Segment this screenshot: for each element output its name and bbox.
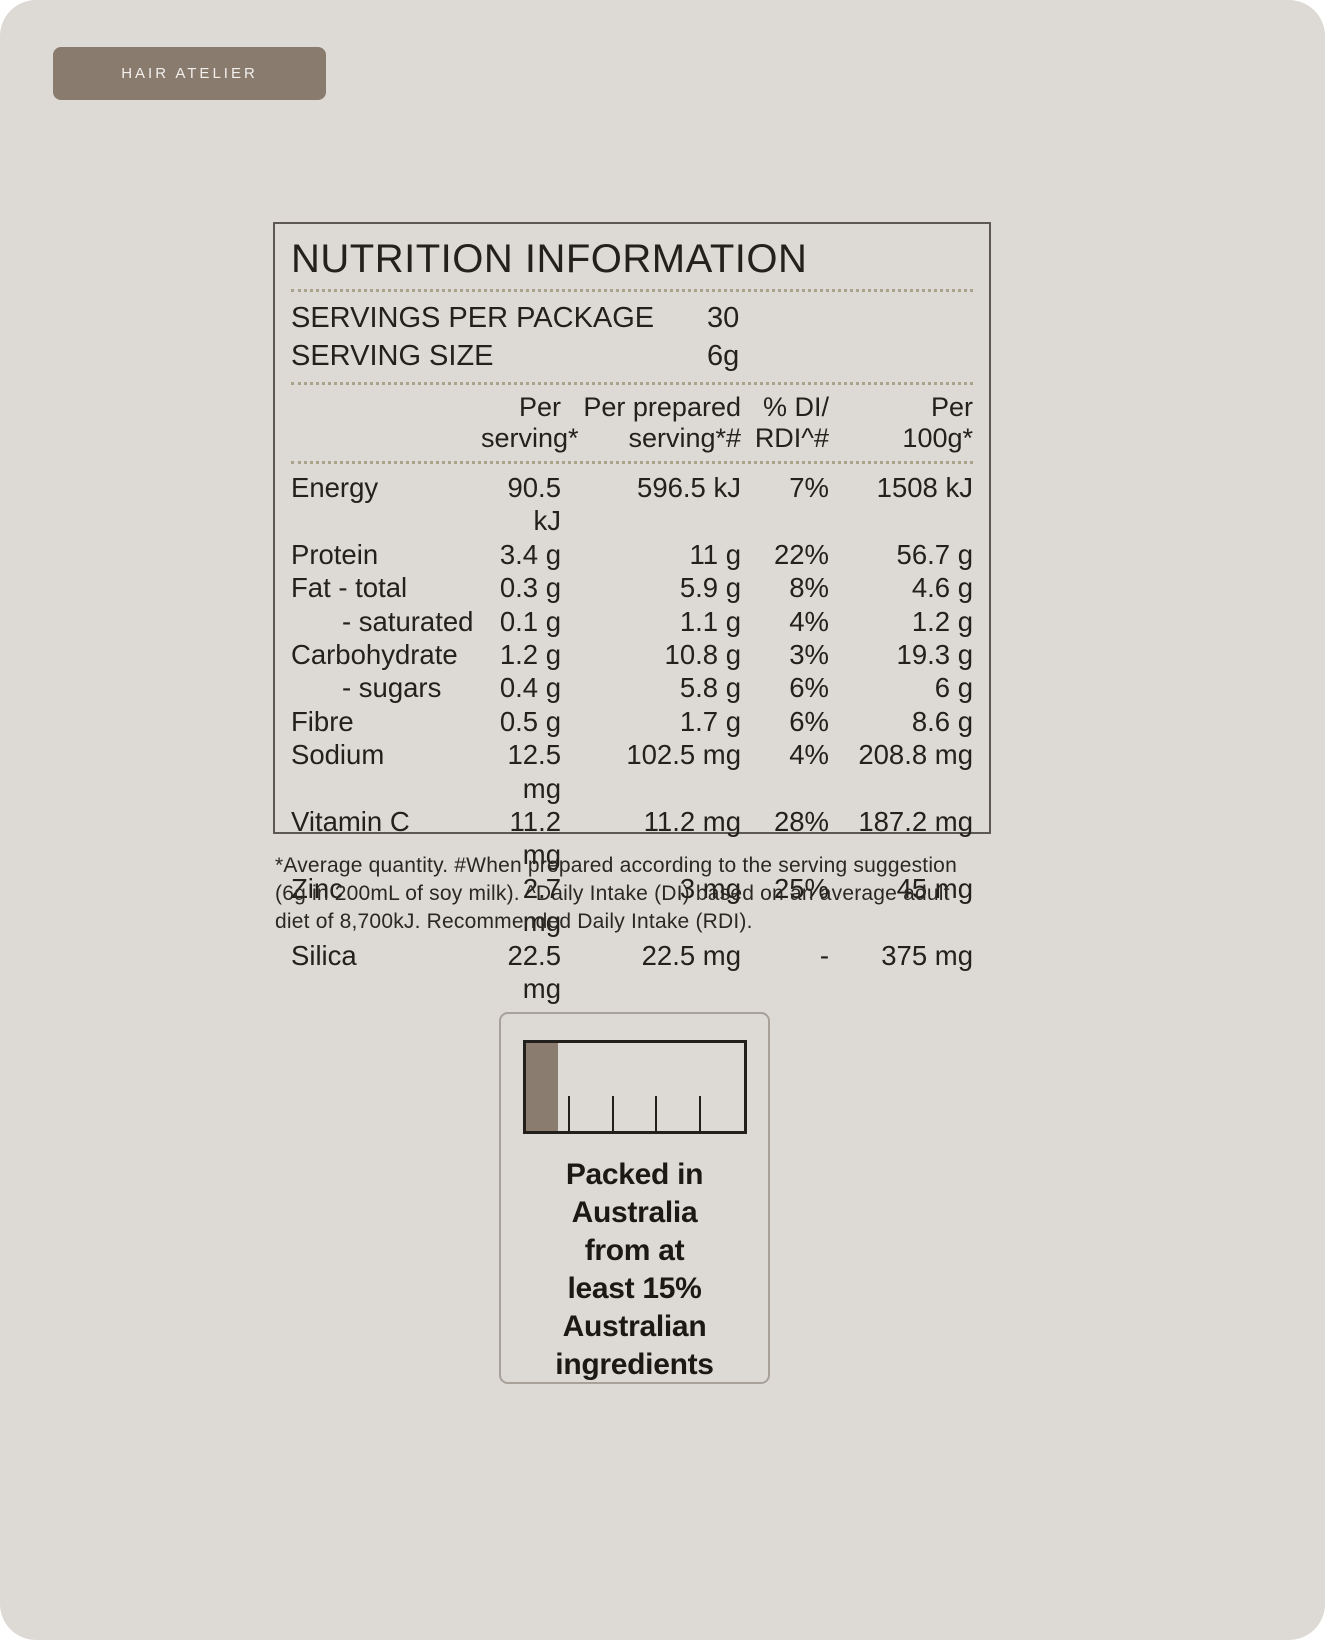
row-per-100g: 6 g: [934, 672, 973, 704]
column-header-per-serving: Per serving*: [481, 392, 579, 453]
row-name: Silica: [291, 939, 357, 971]
row-per-100g: 8.6 g: [911, 705, 973, 737]
row-per-prepared: 3 mg: [679, 872, 741, 904]
row-di: 28%: [773, 806, 829, 838]
row-per-100g: 45 mg: [896, 872, 973, 904]
row-per-serving: 2.7 mg: [522, 872, 561, 938]
serving-size-label: SERVING SIZE: [291, 340, 494, 372]
brand-badge-label: HAIR ATELIER: [121, 65, 258, 82]
table-row: Fat - total 0.3 g 5.9 g 8% 4.6 g: [291, 571, 973, 604]
brand-badge: HAIR ATELIER: [53, 47, 326, 100]
row-di: 22%: [773, 538, 829, 570]
origin-bar-fill: [525, 1043, 559, 1131]
column-header-per-100g: Per 100g*: [902, 392, 973, 453]
column-header-di-rdi: % DI/ RDI^#: [754, 392, 829, 453]
row-per-serving: 12.5 mg: [507, 739, 561, 804]
column-header-per-prepared-serving: Per prepared serving*#: [583, 392, 741, 453]
row-per-100g: 4.6 g: [911, 572, 973, 604]
row-per-prepared: 10.8 g: [664, 639, 741, 671]
row-name: Sodium: [291, 739, 385, 771]
row-per-prepared: 1.1 g: [679, 605, 741, 637]
dotted-divider: [291, 461, 973, 464]
origin-bar-tick: [698, 1095, 701, 1131]
serving-size-value: 6g: [707, 340, 740, 372]
row-di: 6%: [789, 705, 829, 737]
row-per-100g: 1508 kJ: [876, 472, 973, 503]
table-row: Carbohydrate 1.2 g 10.8 g 3% 19.3 g: [291, 638, 973, 671]
table-row: Fibre 0.5 g 1.7 g 6% 8.6 g: [291, 705, 973, 738]
nutrition-table-body: Energy 90.5 kJ 596.5 kJ 7% 1508 kJ Prote…: [291, 471, 973, 1012]
table-row: Energy 90.5 kJ 596.5 kJ 7% 1508 kJ: [291, 471, 973, 538]
row-per-serving: 22.5 mg: [507, 939, 561, 1005]
table-row: Zinc 2.7 mg 3 mg 25% 45 mg: [291, 872, 973, 939]
servings-per-package-row: SERVINGS PER PACKAGE 30: [291, 299, 973, 337]
row-di: 3%: [789, 639, 829, 671]
row-per-prepared: 11 g: [689, 538, 741, 570]
row-per-100g: 19.3 g: [896, 639, 973, 671]
row-per-serving: 0.4 g: [499, 672, 561, 704]
row-per-prepared: 22.5 mg: [641, 939, 741, 971]
row-per-prepared: 5.9 g: [679, 572, 741, 604]
dotted-divider: [291, 382, 973, 385]
table-row: - saturated 0.1 g 1.1 g 4% 1.2 g: [291, 605, 973, 638]
row-name: Protein: [291, 538, 379, 570]
row-per-100g: 208.8 mg: [858, 739, 973, 771]
table-row: Protein 3.4 g 11 g 22% 56.7 g: [291, 538, 973, 571]
row-name: - saturated: [342, 605, 474, 637]
row-per-serving: 0.5 g: [499, 705, 561, 737]
row-per-100g: 187.2 mg: [858, 806, 973, 838]
table-row: - sugars 0.4 g 5.8 g 6% 6 g: [291, 671, 973, 704]
origin-bar-tick: [611, 1095, 614, 1131]
row-name: Fibre: [291, 705, 354, 737]
row-name: Vitamin C: [291, 806, 410, 838]
table-header-row: Per serving* Per prepared serving*# % DI…: [291, 392, 973, 454]
row-per-serving: 11.2 mg: [509, 806, 561, 871]
row-name: - sugars: [342, 672, 442, 704]
row-di: 4%: [789, 739, 829, 771]
row-per-serving: 1.2 g: [499, 639, 561, 671]
origin-bar-tick: [655, 1095, 658, 1131]
serving-size-row: SERVING SIZE 6g: [291, 337, 973, 375]
row-di: 25%: [773, 872, 829, 904]
country-of-origin-card: Packed in Australia from at least 15% Au…: [499, 1012, 770, 1384]
row-name: Carbohydrate: [291, 639, 458, 671]
row-per-prepared: 596.5 kJ: [637, 472, 741, 503]
row-name: Zinc: [291, 872, 343, 904]
origin-bar-tick: [568, 1095, 571, 1131]
row-name: Fat - total: [291, 572, 408, 604]
row-di: 4%: [789, 605, 829, 637]
table-row: Silica 22.5 mg 22.5 mg - 375 mg: [291, 939, 973, 1006]
row-di: -: [819, 939, 829, 971]
row-di: 6%: [789, 672, 829, 704]
row-per-100g: 56.7 g: [896, 538, 973, 570]
footnote-text: *Average quantity. #When prepared accord…: [275, 854, 957, 933]
row-per-serving: 3.4 g: [499, 538, 561, 570]
servings-per-package-label: SERVINGS PER PACKAGE: [291, 302, 655, 334]
row-per-serving: 0.1 g: [499, 605, 561, 637]
table-row: Vitamin C 11.2 mg 11.2 mg 28% 187.2 mg: [291, 805, 973, 872]
row-name: Energy: [291, 472, 379, 503]
row-per-prepared: 11.2 mg: [643, 806, 741, 838]
panel-title: NUTRITION INFORMATION: [291, 237, 808, 281]
column-spacer: [291, 392, 481, 454]
row-per-100g: 1.2 g: [911, 605, 973, 637]
origin-bar-chart-icon: [522, 1040, 747, 1134]
origin-statement: Packed in Australia from at least 15% Au…: [555, 1158, 714, 1381]
row-di: 7%: [789, 472, 829, 503]
row-per-prepared: 1.7 g: [679, 705, 741, 737]
row-di: 8%: [789, 572, 829, 604]
row-per-serving: 0.3 g: [499, 572, 561, 604]
row-per-prepared: 102.5 mg: [626, 739, 741, 771]
servings-per-package-value: 30: [707, 302, 740, 334]
table-row: Sodium 12.5 mg 102.5 mg 4% 208.8 mg: [291, 738, 973, 805]
dotted-divider: [291, 289, 973, 292]
nutrition-panel: NUTRITION INFORMATION SERVINGS PER PACKA…: [273, 222, 991, 1004]
row-per-serving: 90.5 kJ: [507, 472, 561, 537]
row-per-prepared: 5.8 g: [679, 672, 741, 704]
row-per-100g: 375 mg: [881, 939, 973, 971]
